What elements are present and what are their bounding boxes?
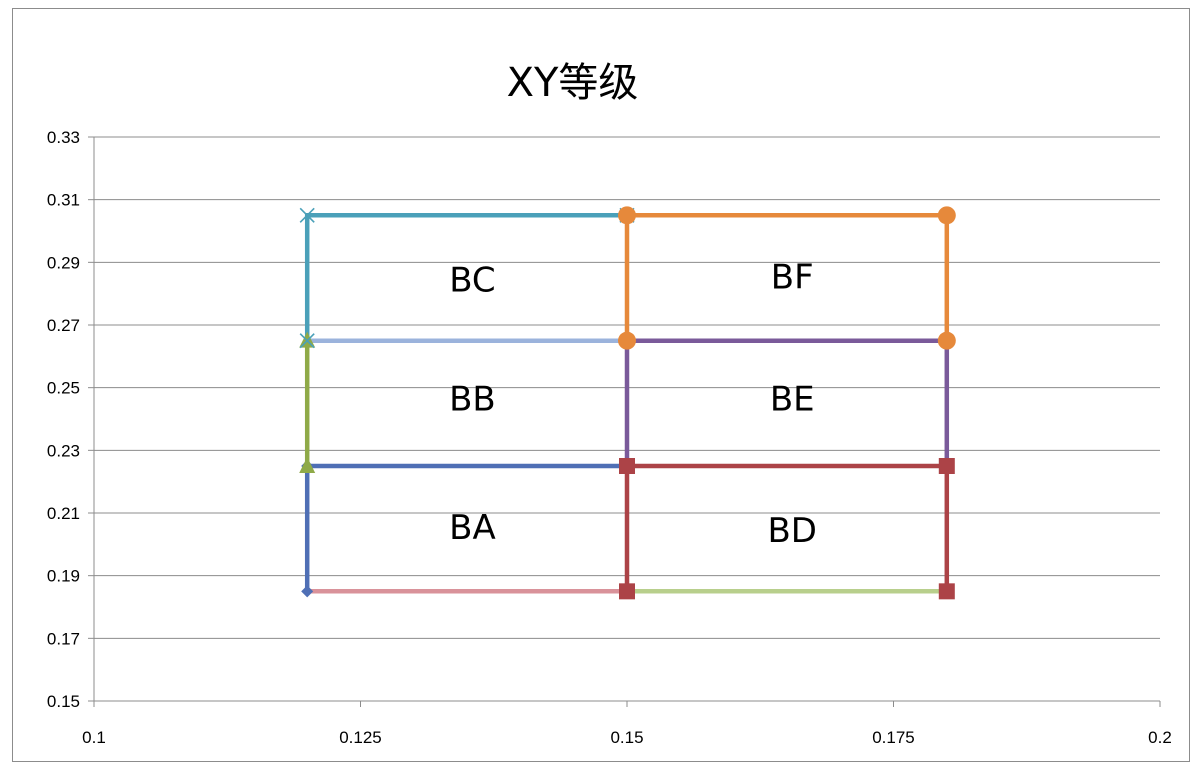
data-point-diamond <box>301 585 314 598</box>
region-label-bf: BF <box>771 257 814 297</box>
region-label-bb: BB <box>449 380 496 420</box>
marker-layer <box>299 206 956 600</box>
data-point-x-stroke <box>299 333 315 349</box>
series-line <box>624 213 950 341</box>
series-line <box>624 463 950 592</box>
x-tick-label: 0.175 <box>872 728 915 747</box>
y-tick-label: 0.25 <box>47 379 80 398</box>
x-tick-label: 0.2 <box>1148 728 1172 747</box>
chart-title: XY等级 <box>506 60 639 106</box>
data-point-circle <box>618 206 636 225</box>
y-tick-label: 0.27 <box>47 316 80 335</box>
y-tick-label: 0.17 <box>47 629 80 648</box>
y-tick-label: 0.21 <box>47 504 80 523</box>
region-label-be: BE <box>770 380 815 420</box>
data-point-square <box>619 583 635 600</box>
y-tick-label: 0.33 <box>47 128 80 147</box>
data-point-x <box>299 207 315 223</box>
data-point-x <box>299 333 315 349</box>
y-tick-label: 0.23 <box>47 441 80 460</box>
data-point-circle <box>937 206 956 225</box>
data-point-x-stroke <box>299 207 315 223</box>
y-tick-label: 0.15 <box>47 692 80 711</box>
series-line <box>624 338 950 466</box>
y-tick-label: 0.31 <box>47 191 80 210</box>
region-label-ba: BA <box>449 508 496 548</box>
chart-frame <box>12 8 1190 762</box>
data-point-square <box>938 583 955 600</box>
region-label-bc: BC <box>449 261 495 301</box>
series-layer <box>304 213 950 594</box>
data-point-square <box>938 458 955 474</box>
x-tick-label: 0.125 <box>339 728 382 747</box>
data-point-circle <box>618 331 636 350</box>
label-layer: BC BF BB BE BA BD <box>449 257 817 551</box>
y-tick-label: 0.29 <box>47 253 80 272</box>
data-point-circle <box>937 331 956 350</box>
data-point-triangle <box>299 457 316 473</box>
region-label-bd: BD <box>767 511 817 551</box>
x-tick-label: 0.15 <box>610 728 643 747</box>
y-tick-label: 0.19 <box>47 567 80 586</box>
axis-layer: 0.15 0.17 0.19 0.21 0.23 0.25 0.27 0.29 0.31 0.33… <box>47 128 1172 747</box>
data-point-square <box>619 458 635 474</box>
x-tick-label: 0.1 <box>82 728 106 747</box>
